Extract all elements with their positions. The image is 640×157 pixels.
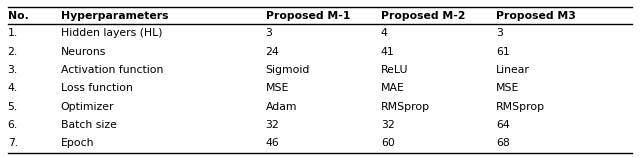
Text: RMSprop: RMSprop bbox=[496, 102, 545, 112]
Text: 3: 3 bbox=[266, 29, 273, 38]
Text: RMSprop: RMSprop bbox=[381, 102, 430, 112]
Text: 46: 46 bbox=[266, 138, 279, 148]
Text: ReLU: ReLU bbox=[381, 65, 408, 75]
Text: 3.: 3. bbox=[8, 65, 18, 75]
Text: 24: 24 bbox=[266, 47, 279, 57]
Text: 4.: 4. bbox=[8, 84, 18, 93]
Text: Activation function: Activation function bbox=[61, 65, 163, 75]
Text: MAE: MAE bbox=[381, 84, 404, 93]
Text: Batch size: Batch size bbox=[61, 120, 116, 130]
Text: 32: 32 bbox=[381, 120, 394, 130]
Text: 2.: 2. bbox=[8, 47, 18, 57]
Text: Linear: Linear bbox=[496, 65, 530, 75]
Text: 32: 32 bbox=[266, 120, 279, 130]
Text: 64: 64 bbox=[496, 120, 509, 130]
Text: MSE: MSE bbox=[266, 84, 289, 93]
Text: 4: 4 bbox=[381, 29, 388, 38]
Text: No.: No. bbox=[8, 11, 29, 21]
Text: 6.: 6. bbox=[8, 120, 18, 130]
Text: Loss function: Loss function bbox=[61, 84, 132, 93]
Text: Hidden layers (HL): Hidden layers (HL) bbox=[61, 29, 163, 38]
Text: 3: 3 bbox=[496, 29, 503, 38]
Text: Adam: Adam bbox=[266, 102, 297, 112]
Text: Optimizer: Optimizer bbox=[61, 102, 115, 112]
Text: 68: 68 bbox=[496, 138, 509, 148]
Text: Proposed M3: Proposed M3 bbox=[496, 11, 576, 21]
Text: Proposed M-2: Proposed M-2 bbox=[381, 11, 465, 21]
Text: Proposed M-1: Proposed M-1 bbox=[266, 11, 350, 21]
Text: Epoch: Epoch bbox=[61, 138, 94, 148]
Text: 60: 60 bbox=[381, 138, 395, 148]
Text: Sigmoid: Sigmoid bbox=[266, 65, 310, 75]
Text: 41: 41 bbox=[381, 47, 394, 57]
Text: 7.: 7. bbox=[8, 138, 18, 148]
Text: 5.: 5. bbox=[8, 102, 18, 112]
Text: 1.: 1. bbox=[8, 29, 18, 38]
Text: Neurons: Neurons bbox=[61, 47, 106, 57]
Text: 61: 61 bbox=[496, 47, 509, 57]
Text: Hyperparameters: Hyperparameters bbox=[61, 11, 168, 21]
Text: MSE: MSE bbox=[496, 84, 520, 93]
